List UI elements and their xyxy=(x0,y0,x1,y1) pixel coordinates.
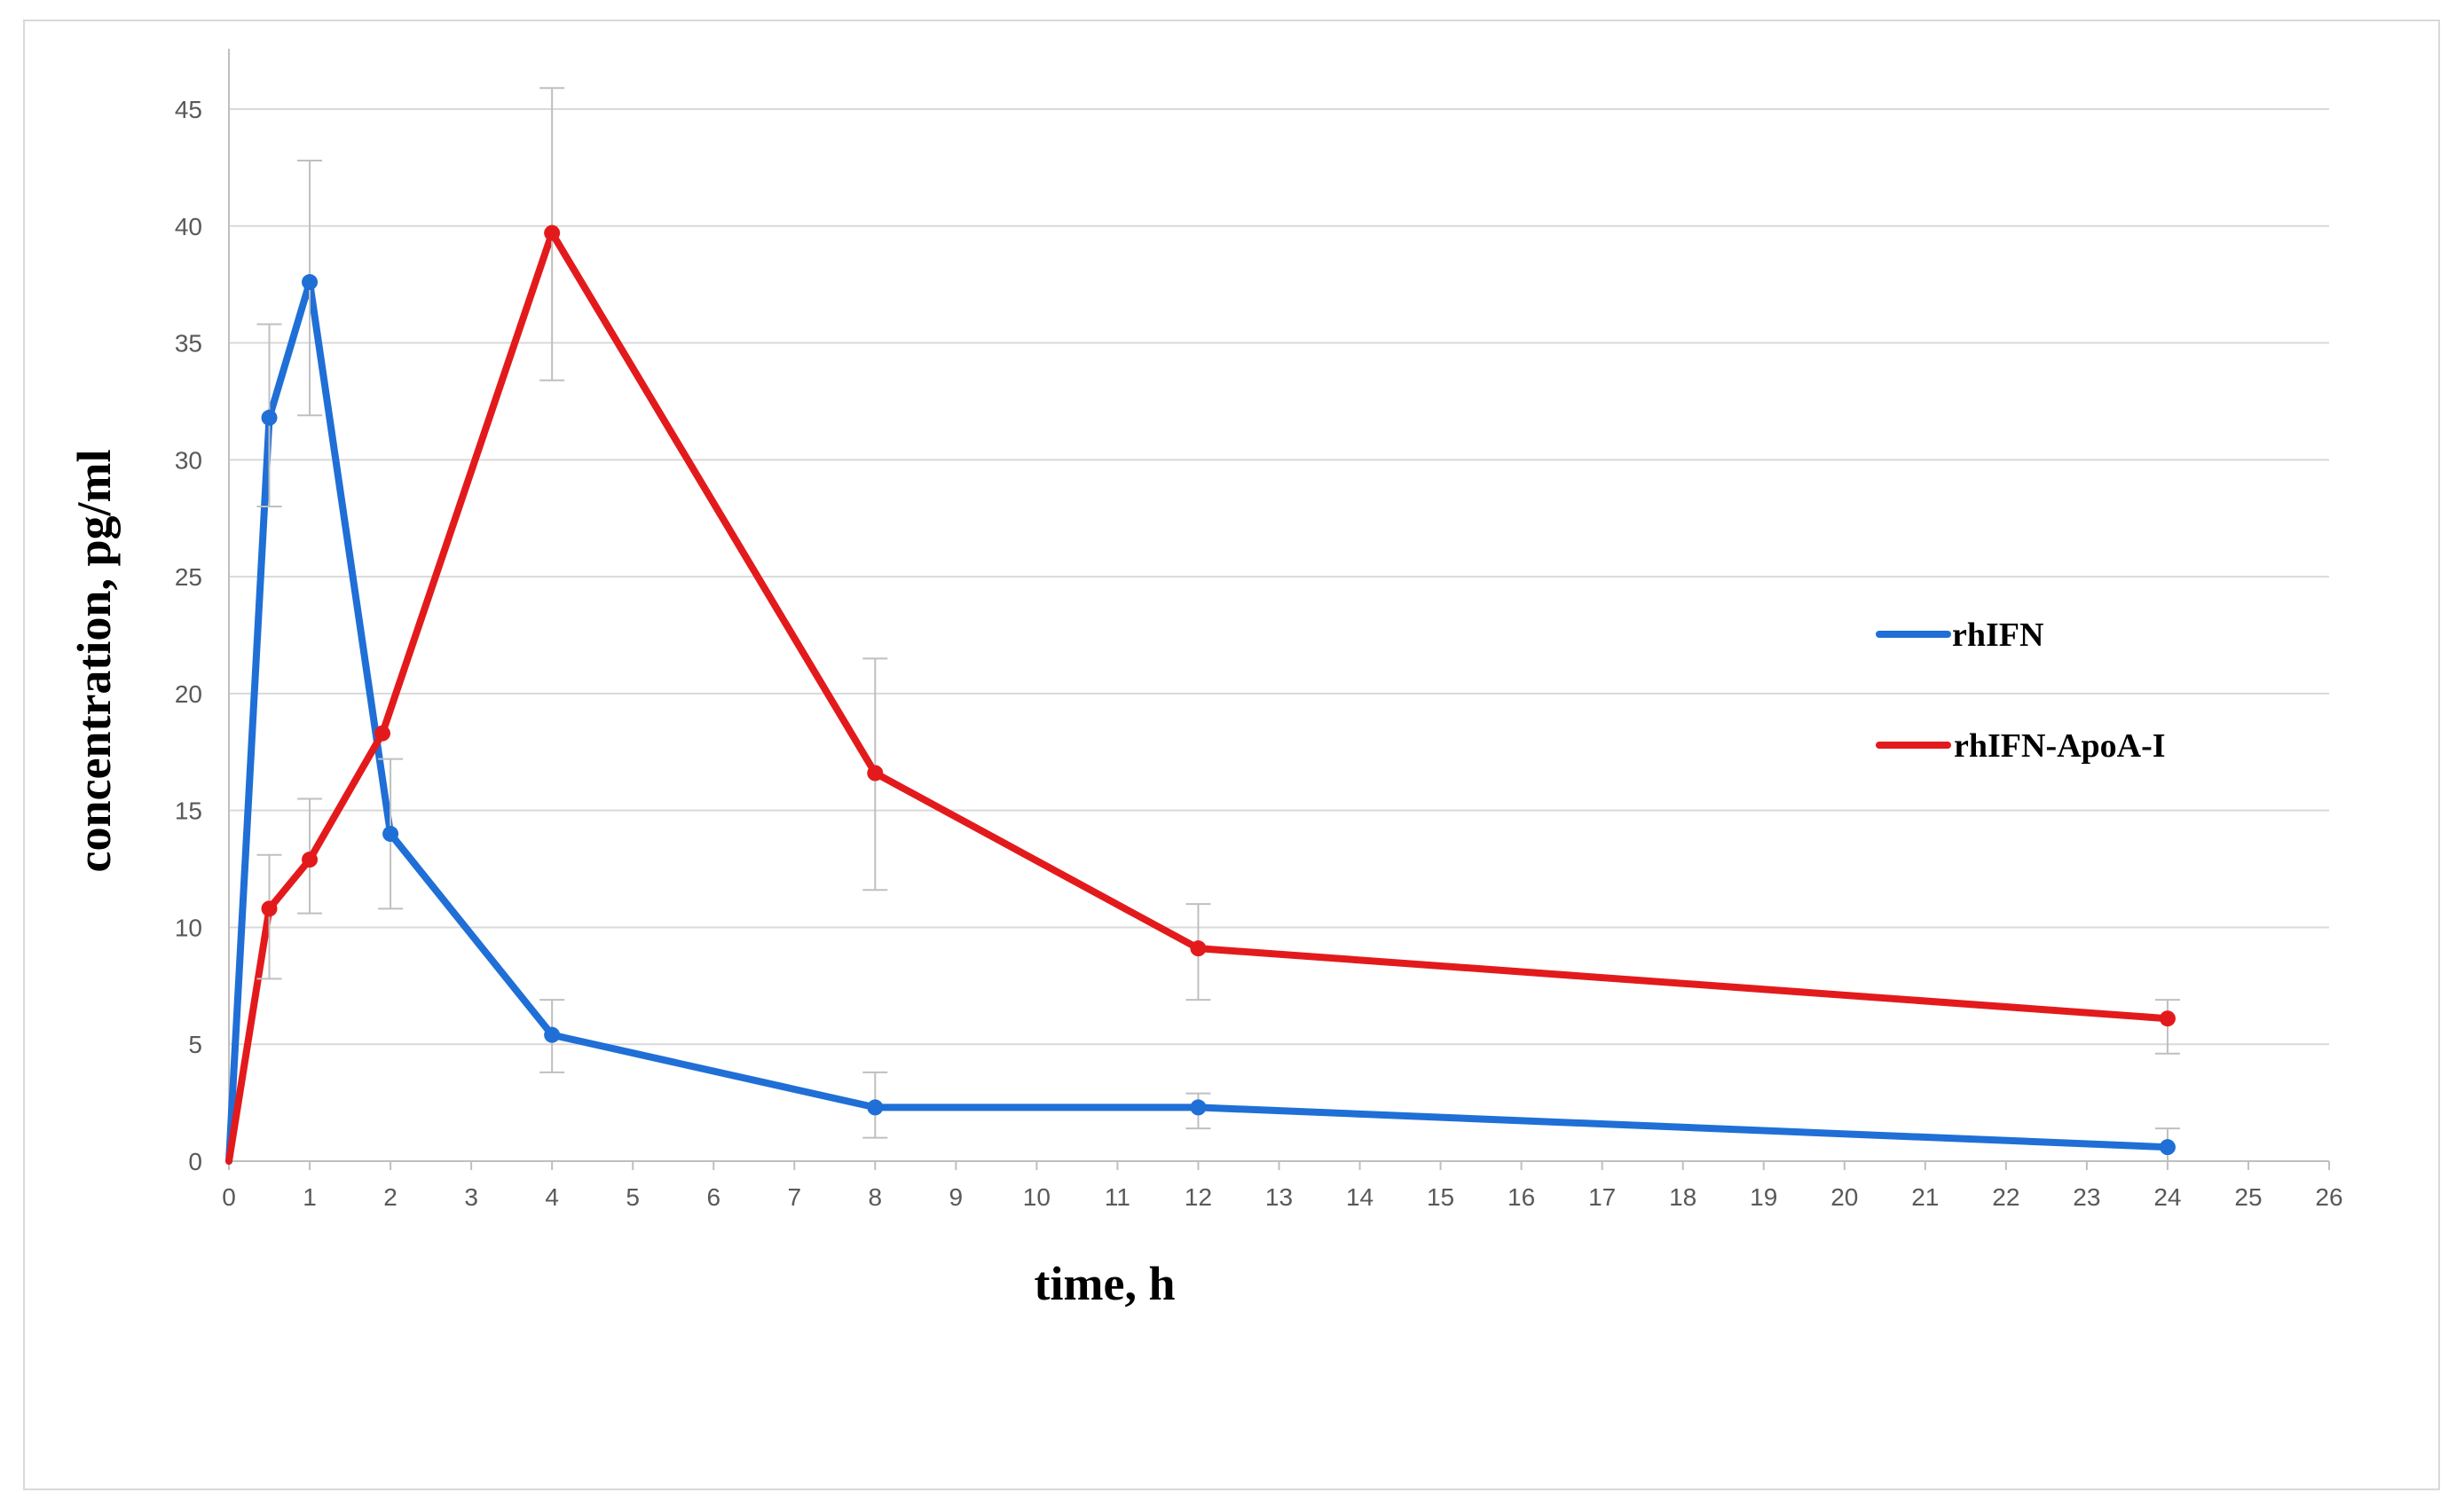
y-tick-label-40: 40 xyxy=(175,213,202,240)
x-tick-label-22: 22 xyxy=(1992,1183,2019,1211)
x-tick-label-24: 24 xyxy=(2153,1183,2181,1211)
data-point-0-6 xyxy=(1190,1099,1207,1116)
x-tick-label-3: 3 xyxy=(464,1183,478,1211)
x-tick-label-10: 10 xyxy=(1023,1183,1051,1211)
x-tick-label-19: 19 xyxy=(1750,1183,1777,1211)
x-tick-label-11: 11 xyxy=(1105,1183,1130,1211)
data-point-0-5 xyxy=(867,1099,884,1116)
data-point-0-3 xyxy=(382,826,399,843)
data-point-0-4 xyxy=(544,1026,561,1043)
x-tick-label-16: 16 xyxy=(1508,1183,1535,1211)
x-tick-label-18: 18 xyxy=(1669,1183,1696,1211)
x-tick-label-26: 26 xyxy=(2315,1183,2342,1211)
x-tick-label-23: 23 xyxy=(2073,1183,2100,1211)
y-tick-label-25: 25 xyxy=(175,563,202,591)
data-point-0-1 xyxy=(261,409,278,426)
data-point-1-7 xyxy=(2159,1010,2176,1027)
x-tick-label-17: 17 xyxy=(1588,1183,1616,1211)
chart-frame xyxy=(23,20,2440,1490)
data-point-1-2 xyxy=(302,852,319,868)
x-tick-label-20: 20 xyxy=(1830,1183,1858,1211)
series-line-0 xyxy=(225,279,2171,1165)
x-tick-label-6: 6 xyxy=(706,1183,720,1211)
data-point-0-2 xyxy=(302,274,319,291)
x-axis-title: time, h xyxy=(1035,1257,1176,1310)
x-tick-label-25: 25 xyxy=(2234,1183,2262,1211)
x-tick-label-1: 1 xyxy=(303,1183,317,1211)
data-point-1-6 xyxy=(1190,940,1207,957)
y-tick-label-20: 20 xyxy=(175,680,202,708)
legend-label-rhifn: rhIFN xyxy=(1952,617,2043,654)
y-tick-label-30: 30 xyxy=(175,446,202,474)
x-tick-label-14: 14 xyxy=(1346,1183,1374,1211)
y-tick-label-35: 35 xyxy=(175,330,202,357)
x-tick-label-8: 8 xyxy=(869,1183,883,1211)
y-tick-label-10: 10 xyxy=(175,914,202,941)
series-line-1 xyxy=(225,229,2171,1165)
x-tick-label-12: 12 xyxy=(1185,1183,1212,1211)
data-point-1-1 xyxy=(261,900,278,917)
data-markers xyxy=(261,224,2176,1156)
x-tick-label-2: 2 xyxy=(383,1183,398,1211)
x-tick-label-15: 15 xyxy=(1427,1183,1454,1211)
y-tick-label-15: 15 xyxy=(175,797,202,825)
x-tick-label-4: 4 xyxy=(545,1183,559,1211)
y-tick-label-0: 0 xyxy=(188,1148,202,1175)
x-tick-label-7: 7 xyxy=(787,1183,801,1211)
data-point-1-4 xyxy=(544,224,561,241)
x-tick-label-21: 21 xyxy=(1911,1183,1939,1211)
y-tick-label-45: 45 xyxy=(175,96,202,123)
x-tick-labels: 0 1 2 3 4 5 6 7 8 9 10 11 12 13 14 15 16 17 18 19 20 21 22 23 24… xyxy=(222,1183,2342,1211)
x-tick-label-5: 5 xyxy=(626,1183,640,1211)
legend: rhIFN rhIFN-ApoA-I xyxy=(1876,617,2166,765)
x-tick-label-13: 13 xyxy=(1265,1183,1293,1211)
data-point-1-5 xyxy=(867,765,884,781)
x-tick-label-9: 9 xyxy=(949,1183,964,1211)
legend-label-rhifn-apoa: rhIFN-ApoA-I xyxy=(1954,727,2166,765)
data-point-0-7 xyxy=(2159,1139,2176,1156)
x-tick-label-0: 0 xyxy=(222,1183,236,1211)
y-tick-labels: 0 5 10 15 20 25 30 35 40 45 xyxy=(175,96,202,1175)
y-axis-title: concentration, pg/ml xyxy=(67,450,121,873)
series-lines xyxy=(225,229,2171,1165)
axes xyxy=(228,49,2330,1170)
data-point-1-3 xyxy=(374,725,390,742)
y-tick-label-5: 5 xyxy=(188,1031,202,1058)
